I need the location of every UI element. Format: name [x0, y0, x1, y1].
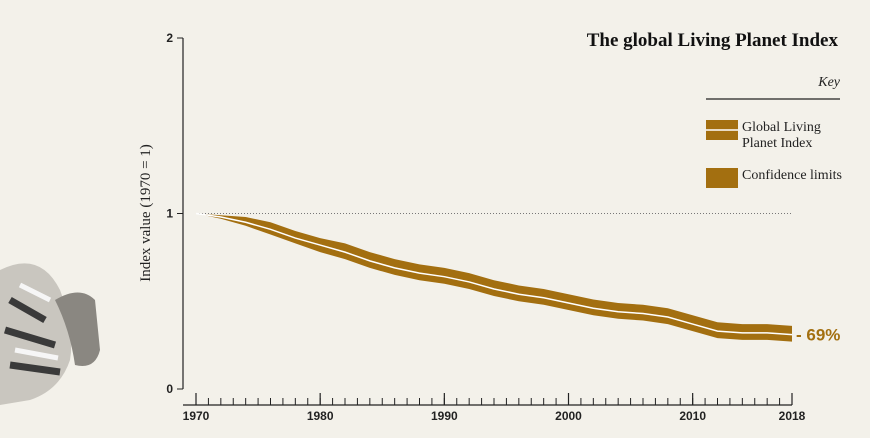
- y-tick-label: 1: [166, 207, 173, 221]
- x-tick-label: 2018: [779, 409, 806, 423]
- legend-label: Global Living Planet Index: [742, 120, 821, 151]
- y-tick-label: 0: [166, 382, 173, 396]
- chart-title: The global Living Planet Index: [587, 30, 839, 51]
- annotation: - 69%: [796, 326, 840, 345]
- x-tick-label: 1970: [183, 409, 210, 423]
- legend-title: Key: [817, 75, 841, 90]
- x-tick-label: 1980: [307, 409, 334, 423]
- legend-label: Confidence limits: [742, 168, 842, 183]
- confidence-band: [196, 213, 792, 342]
- index-line: [195, 212, 793, 336]
- legend-swatch: [706, 168, 738, 188]
- x-tick-label: 2010: [679, 409, 706, 423]
- tiger-photo: [0, 263, 100, 405]
- x-tick-label: 1990: [431, 409, 458, 423]
- x-tick-label: 2000: [555, 409, 582, 423]
- y-tick-label: 2: [166, 31, 173, 45]
- y-axis-label: Index value (1970 = 1): [138, 144, 154, 282]
